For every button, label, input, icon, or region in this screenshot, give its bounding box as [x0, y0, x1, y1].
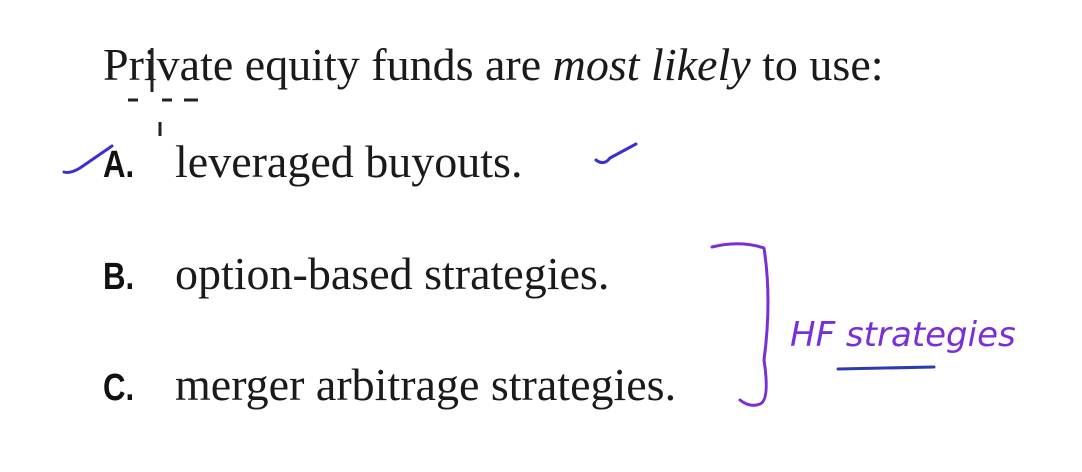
- bracket-icon: [710, 242, 770, 407]
- question-prefix: Private equity funds are: [103, 39, 553, 90]
- question-emphasis: most likely: [552, 39, 751, 90]
- option-c[interactable]: C. merger arbitrage strategies.: [103, 358, 676, 411]
- option-b-letter: B.: [103, 256, 135, 298]
- option-b[interactable]: B. option-based strategies.: [103, 247, 609, 300]
- bracket-note-text: HF strategies: [790, 315, 1016, 355]
- option-c-text: merger arbitrage strategies.: [175, 359, 677, 410]
- option-c-letter: C.: [103, 367, 135, 409]
- option-b-text: option-based strategies.: [175, 248, 610, 299]
- question-suffix: to use:: [750, 39, 884, 90]
- option-a[interactable]: A. leveraged buyouts.: [103, 135, 522, 188]
- correct-check-icon: [594, 142, 638, 165]
- note-underline: [836, 365, 936, 371]
- option-a-letter: A.: [103, 144, 135, 186]
- question-text: Private equity funds are most likely to …: [103, 38, 884, 91]
- option-a-text: leveraged buyouts.: [175, 136, 523, 187]
